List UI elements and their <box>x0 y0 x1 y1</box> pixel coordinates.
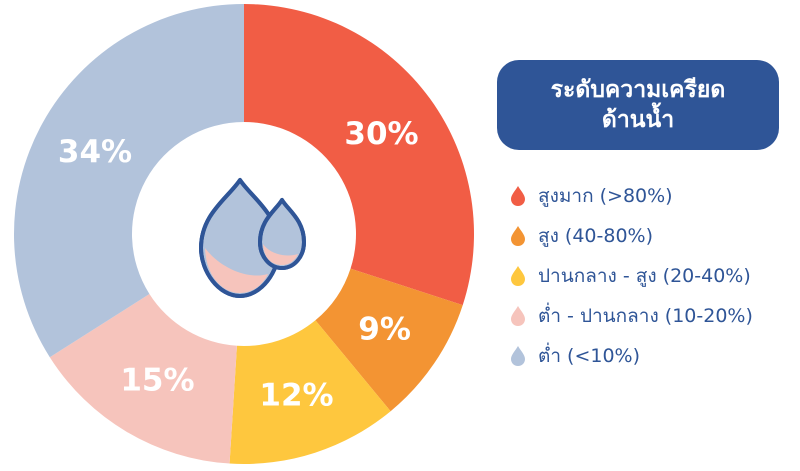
legend-title-line1: ระดับความเครียด <box>550 77 726 103</box>
water-drop-icon <box>511 306 525 326</box>
slice-labels: 30% 9% 12% 15% 34% <box>58 116 419 414</box>
pie-slice <box>244 4 474 306</box>
pie-slice <box>229 320 391 464</box>
slice-value-label: 9% <box>358 312 411 348</box>
legend-title: ระดับความเครียด ด้านน้ำ <box>497 60 779 150</box>
legend-label: ต่ำ - ปานกลาง (10-20%) <box>538 305 753 327</box>
water-drop-icon <box>511 346 525 366</box>
pie-slice <box>315 268 463 412</box>
legend-item: ปานกลาง - สูง (20-40%) <box>510 256 753 296</box>
legend-label: ต่ำ (<10%) <box>538 345 641 367</box>
slice-value-label: 12% <box>259 378 333 414</box>
slice-value-label: 15% <box>120 362 194 398</box>
legend-item: สูงมาก (>80%) <box>510 176 753 216</box>
legend-title-line2: ด้านน้ำ <box>601 107 675 133</box>
water-drop-icon <box>511 226 525 246</box>
legend-label: ปานกลาง - สูง (20-40%) <box>538 265 751 287</box>
legend-item: ต่ำ (<10%) <box>510 336 753 376</box>
legend-item: ต่ำ - ปานกลาง (10-20%) <box>510 296 753 336</box>
slice-value-label: 30% <box>344 116 418 152</box>
pie-slice <box>14 4 244 358</box>
water-drop-icon <box>511 266 525 286</box>
water-drops-icon <box>199 178 306 298</box>
pie-slice <box>49 294 237 464</box>
legend-item: สูง (40-80%) <box>510 216 753 256</box>
slice-value-label: 34% <box>58 134 132 170</box>
legend: สูงมาก (>80%) สูง (40-80%) ปานกลาง - สูง (… <box>510 176 753 376</box>
donut-slices <box>14 4 474 464</box>
legend-label: สูง (40-80%) <box>538 225 654 247</box>
water-drop-icon <box>511 186 525 206</box>
legend-label: สูงมาก (>80%) <box>538 185 673 207</box>
